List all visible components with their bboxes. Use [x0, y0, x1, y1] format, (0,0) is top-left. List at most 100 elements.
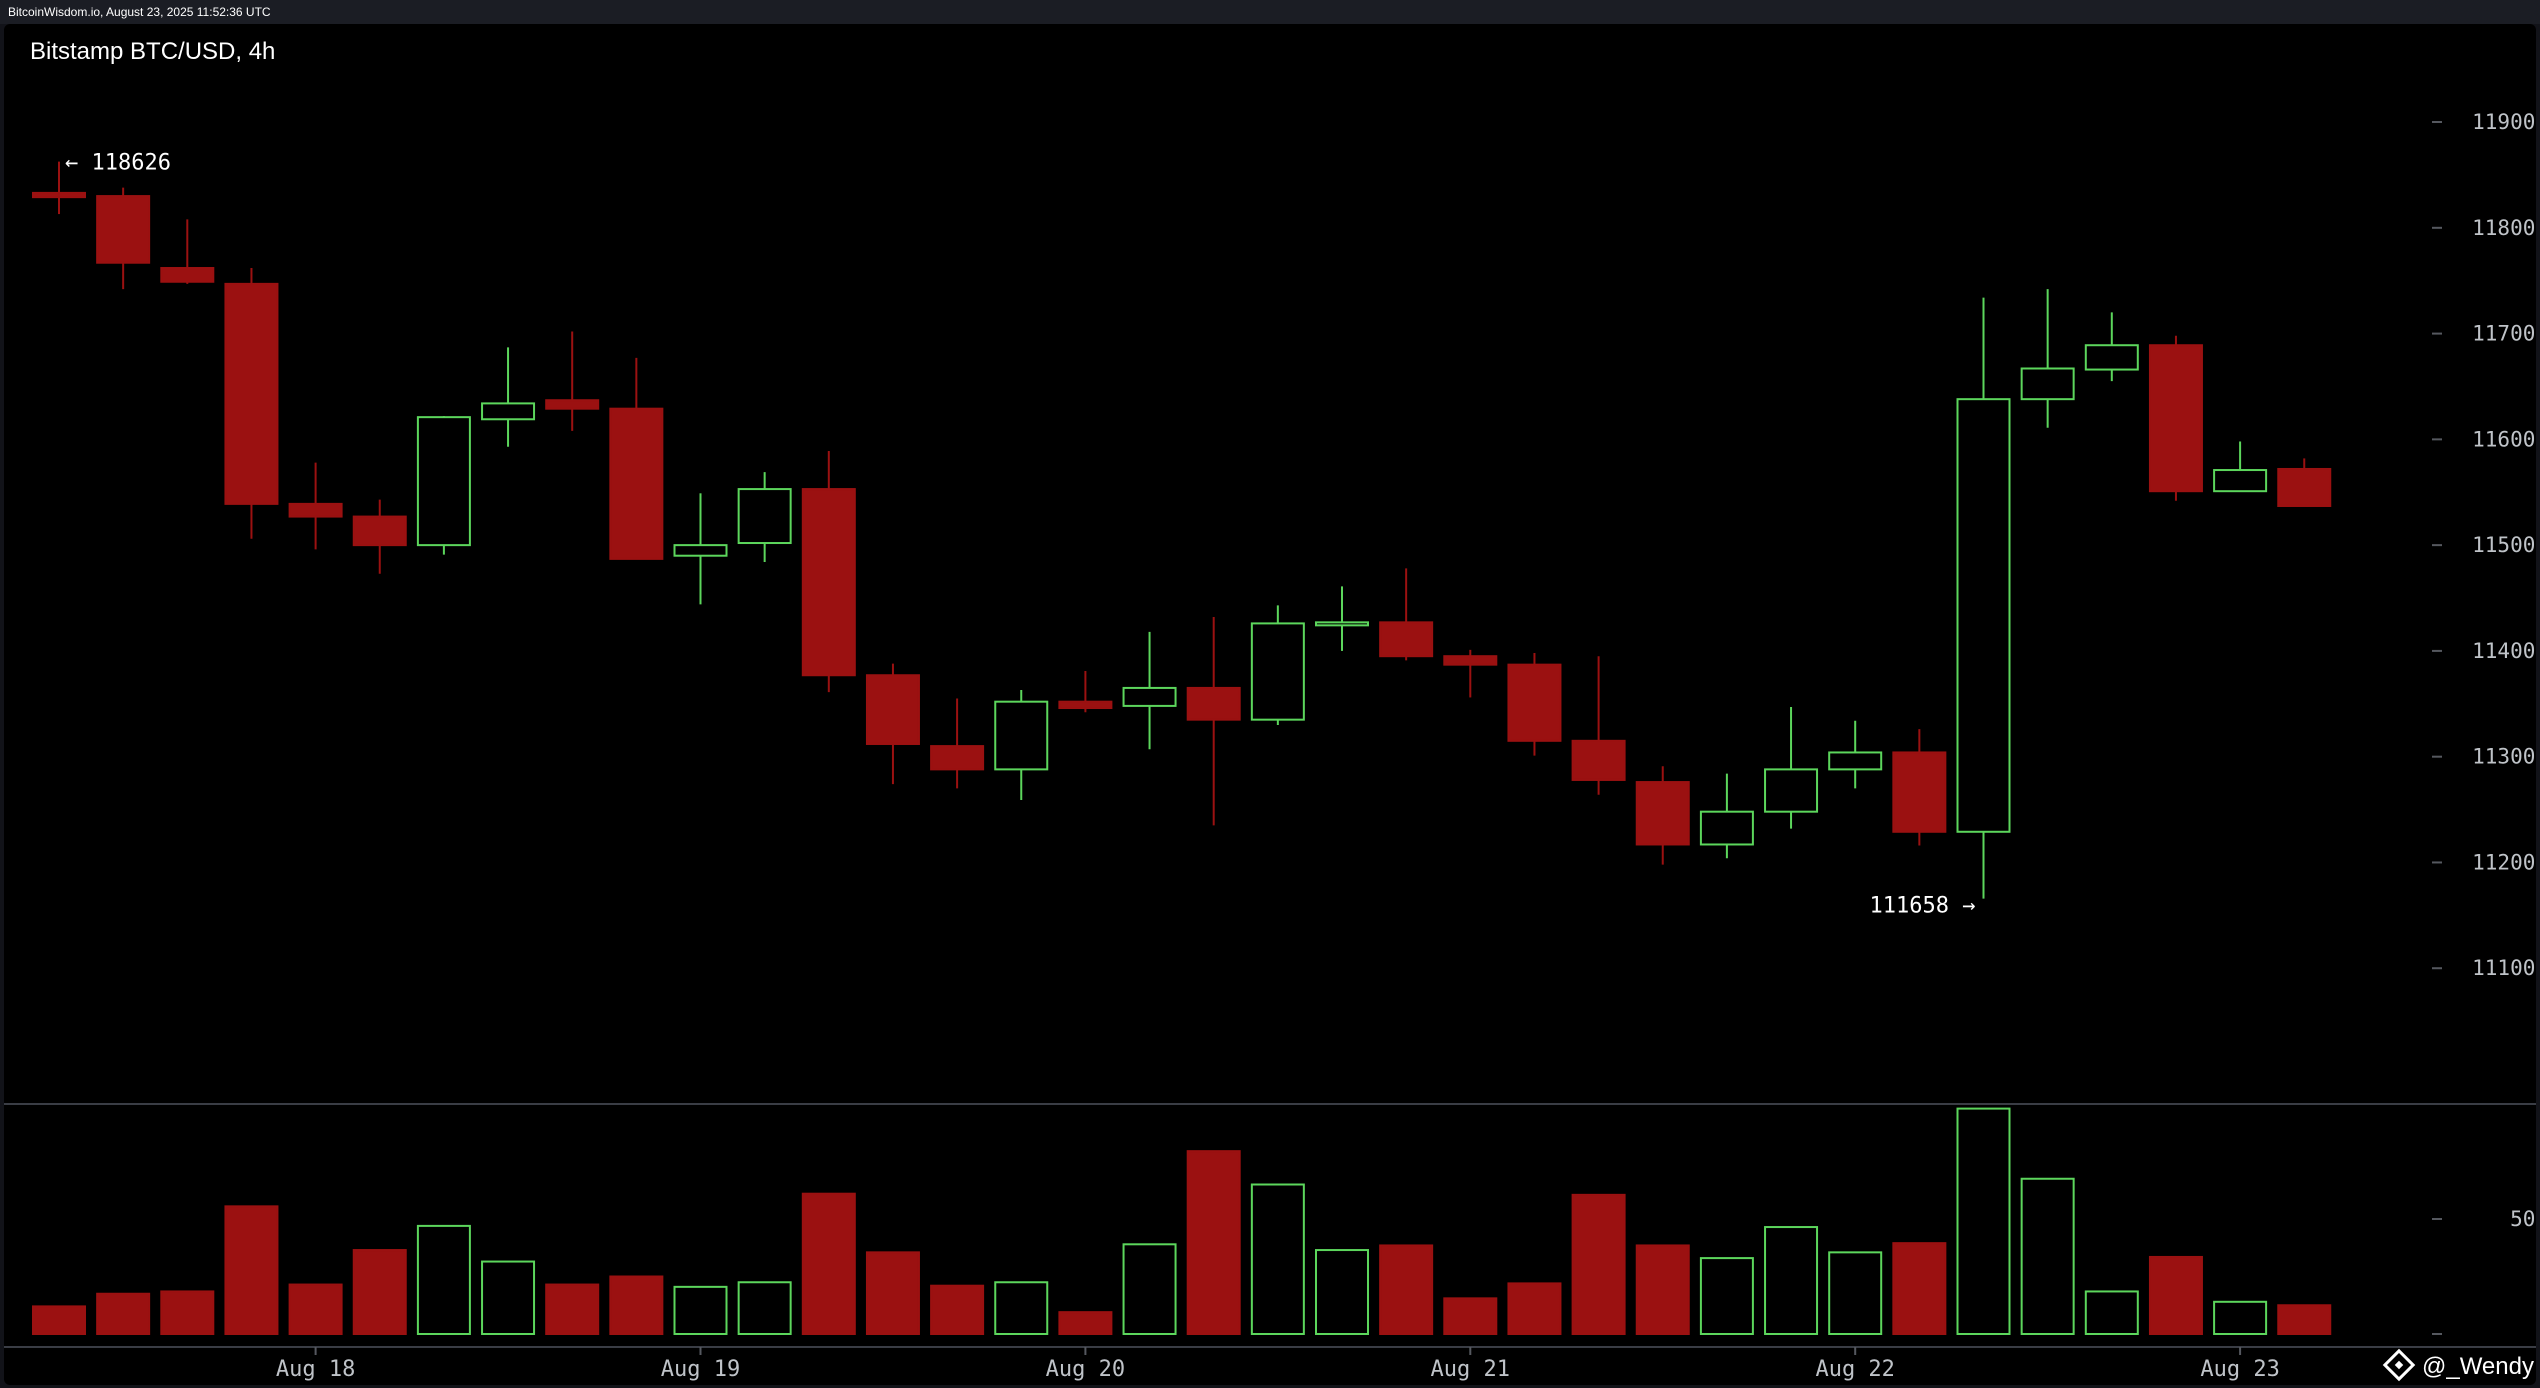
- candle-body-bullish: [1122, 686, 1177, 707]
- volume-bar-bullish: [673, 1285, 728, 1335]
- candle-body-bullish: [1699, 810, 1754, 846]
- watermark-handle: @_Wendy: [2422, 1353, 2534, 1380]
- candle: [2020, 289, 2075, 428]
- candle-body-bearish: [32, 191, 86, 199]
- candle: [96, 187, 151, 290]
- candle-body-bullish: [1315, 621, 1369, 627]
- candle-body-bearish: [1186, 686, 1241, 721]
- candle: [545, 331, 600, 431]
- candle-body-bearish: [1058, 700, 1113, 710]
- volume-bar-bullish: [2020, 1177, 2075, 1335]
- candle: [1635, 766, 1690, 865]
- date-tick-label: Aug 18: [276, 1357, 355, 1382]
- candle-body-bullish: [1250, 622, 1305, 721]
- candle: [1507, 653, 1562, 756]
- price-tick-label: 115000: [2472, 533, 2536, 557]
- volume-bar-bullish: [1828, 1251, 1883, 1335]
- candle-body-bullish: [673, 544, 728, 557]
- volume-bar-bullish: [1956, 1107, 2011, 1335]
- volume-bar-bearish: [1443, 1297, 1498, 1335]
- candle-body-bullish: [2084, 344, 2139, 371]
- candle-body-bearish: [2148, 344, 2203, 493]
- volume-bar-bearish: [1892, 1242, 1947, 1336]
- date-tick-label: Aug 23: [2200, 1357, 2279, 1382]
- candle: [2148, 335, 2203, 501]
- volume-bar-bearish: [609, 1275, 664, 1335]
- candle: [352, 499, 407, 574]
- volume-bar-bullish: [416, 1224, 471, 1336]
- candle-body-bearish: [288, 502, 343, 518]
- volume-bar-bullish: [1764, 1226, 1819, 1336]
- date-tick-label: Aug 20: [1046, 1357, 1125, 1382]
- volume-bar-bearish: [1379, 1244, 1434, 1335]
- candle: [930, 698, 985, 789]
- candle: [994, 690, 1049, 801]
- price-tick-label: 118000: [2472, 216, 2536, 240]
- extreme-annotations: ← 118626 111658 →: [65, 151, 1976, 919]
- chart-title: Bitstamp BTC/USD, 4h: [30, 38, 275, 65]
- candle-body-bearish: [1571, 739, 1626, 781]
- candle: [1699, 773, 1754, 859]
- candle-body-bearish: [224, 282, 279, 505]
- binance-diamond-icon: [2382, 1348, 2416, 1382]
- volume-bar-bearish: [865, 1251, 920, 1335]
- candle-body-bearish: [609, 407, 664, 560]
- candle: [1956, 297, 2011, 899]
- candle: [1379, 568, 1434, 661]
- candle: [1443, 649, 1498, 698]
- candle-body-bearish: [1443, 655, 1498, 666]
- candle: [224, 268, 279, 539]
- candle: [1186, 617, 1241, 826]
- candle: [2084, 312, 2139, 382]
- watermark: @_Wendy: [2382, 1348, 2534, 1382]
- candle: [609, 357, 664, 560]
- price-tick-label: 119000: [2472, 110, 2536, 134]
- candle-body-bullish: [1956, 398, 2011, 833]
- candle-body-bearish: [1892, 751, 1947, 833]
- candle: [1315, 586, 1369, 651]
- date-tick-label: Aug 21: [1431, 1357, 1510, 1382]
- candle-body-bullish: [1828, 751, 1883, 771]
- price-tick-label: 111000: [2472, 956, 2536, 980]
- candle-body-bullish: [416, 416, 471, 547]
- candle: [1828, 720, 1883, 789]
- volume-tick-label: 0: [2535, 1322, 2536, 1346]
- candle-body-bullish: [994, 700, 1049, 771]
- candle: [1250, 605, 1305, 725]
- candle: [1764, 706, 1819, 829]
- candle: [2277, 458, 2332, 507]
- candlestick-chart: Bitstamp BTC/USD, 4h 111000 112000 113000 1…: [4, 38, 2536, 1382]
- volume-bar-bearish: [160, 1290, 215, 1335]
- candle-body-bearish: [1379, 621, 1434, 658]
- price-tick-label: 113000: [2472, 745, 2536, 769]
- price-tick-label: 112000: [2472, 850, 2536, 874]
- price-axis: 111000 112000 113000 114000 115000 116000 1170…: [2432, 110, 2536, 1346]
- source-timestamp-bar: BitcoinWisdom.io, August 23, 2025 11:52:…: [0, 0, 2540, 24]
- date-axis: Aug 18 Aug 19 Aug 20 Aug 21 Aug 22 Aug 23: [276, 1347, 2280, 1382]
- volume-bar-bearish: [930, 1284, 985, 1335]
- volume-bar-bullish: [1315, 1249, 1369, 1336]
- volume-bar-bearish: [1507, 1282, 1562, 1336]
- volume-bar-bearish: [2277, 1304, 2332, 1335]
- candle-body-bearish: [1635, 781, 1690, 846]
- volume-tick-label: 500: [2510, 1207, 2536, 1231]
- volume-bar-bullish: [2213, 1300, 2268, 1336]
- volume-bar-bearish: [224, 1205, 279, 1335]
- candle-body-bullish: [2213, 469, 2268, 493]
- candle: [288, 462, 343, 550]
- volume-bar-bearish: [1186, 1150, 1241, 1336]
- volume-bar-bearish: [352, 1249, 407, 1336]
- volume-bar-bearish: [288, 1283, 343, 1336]
- volume-bar-bearish: [1571, 1193, 1626, 1335]
- candle: [2213, 441, 2268, 493]
- volume-bar-bullish: [1250, 1183, 1305, 1335]
- candle: [673, 493, 728, 605]
- high-price-label: ← 118626: [65, 151, 171, 176]
- volume-bar-bearish: [1058, 1311, 1113, 1336]
- candle-body-bearish: [1507, 663, 1562, 742]
- candle: [481, 347, 536, 447]
- candle-body-bearish: [352, 515, 407, 547]
- date-tick-label: Aug 19: [661, 1357, 740, 1382]
- volume-bar-bearish: [1635, 1244, 1690, 1335]
- candle: [1122, 631, 1177, 750]
